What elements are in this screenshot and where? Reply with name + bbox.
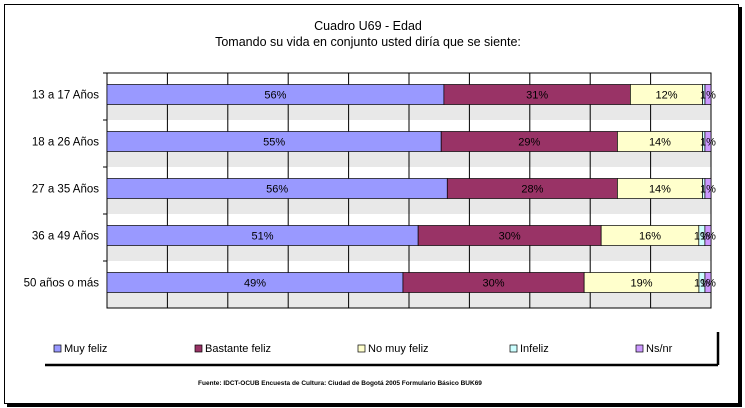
category-label: 36 a 49 Años	[32, 231, 99, 243]
data-label: 56%	[266, 184, 288, 196]
legend-label: Bastante feliz	[205, 343, 271, 355]
legend-label: No muy feliz	[368, 343, 429, 355]
data-label: 1%	[700, 278, 716, 290]
data-label: 1%	[700, 184, 716, 196]
chart-title: Cuadro U69 - Edad	[314, 19, 422, 33]
legend-label: Muy feliz	[64, 343, 107, 355]
bar-segment	[704, 272, 712, 293]
data-label: 29%	[518, 137, 540, 149]
legend-swatch	[509, 344, 518, 353]
category-label: 50 años o más	[24, 278, 100, 290]
data-label: 1%	[694, 278, 710, 290]
bars	[106, 84, 712, 293]
data-label: 1%	[694, 231, 710, 243]
source-note: Fuente: IDCT-OCUB Encuesta de Cultura: C…	[198, 380, 482, 387]
legend-label: Infeliz	[520, 343, 549, 355]
data-label: 55%	[263, 137, 285, 149]
data-label: 12%	[655, 90, 677, 102]
data-label: 14%	[649, 184, 671, 196]
data-label: 49%	[244, 278, 266, 290]
data-label: 1%	[700, 231, 716, 243]
data-label: 31%	[526, 90, 548, 102]
category-label: 13 a 17 Años	[32, 90, 99, 102]
data-label: 28%	[521, 184, 543, 196]
legend-swatch	[53, 344, 62, 353]
bar-segment	[704, 178, 712, 199]
bar-segment	[704, 84, 712, 105]
legend: Muy feliz Bastante feliz No muy feliz Infel…	[45, 332, 720, 367]
data-label: 14%	[649, 137, 671, 149]
data-label: 56%	[264, 90, 286, 102]
legend-swatch	[357, 344, 366, 353]
data-label: 30%	[499, 231, 521, 243]
data-label: 51%	[252, 231, 274, 243]
data-labels: 56% 31% 12% 1% 55% 29% 14% 1% 56% 28% 14% 1% 51% 30% 1…	[244, 90, 716, 290]
category-label: 27 a 35 Años	[32, 184, 99, 196]
legend-label: Ns/nr	[646, 343, 673, 355]
chart-subtitle: Tomando su vida en conjunto usted diría …	[215, 35, 521, 49]
data-label: 19%	[631, 278, 653, 290]
data-label: 16%	[639, 231, 661, 243]
chart-frame: Cuadro U69 - Edad Tomando su vida en con…	[4, 4, 739, 404]
legend-swatch	[635, 344, 644, 353]
bar-segment	[704, 225, 712, 246]
stacked-bar-chart: Cuadro U69 - Edad Tomando su vida en con…	[24, 19, 720, 387]
data-label: 1%	[700, 90, 716, 102]
legend-swatch	[194, 344, 203, 353]
category-labels: 13 a 17 Años 18 a 26 Años 27 a 35 Años 36 a…	[24, 72, 107, 290]
bar-segment	[704, 131, 712, 152]
data-label: 1%	[700, 137, 716, 149]
category-label: 18 a 26 Años	[32, 137, 99, 149]
data-label: 30%	[483, 278, 505, 290]
